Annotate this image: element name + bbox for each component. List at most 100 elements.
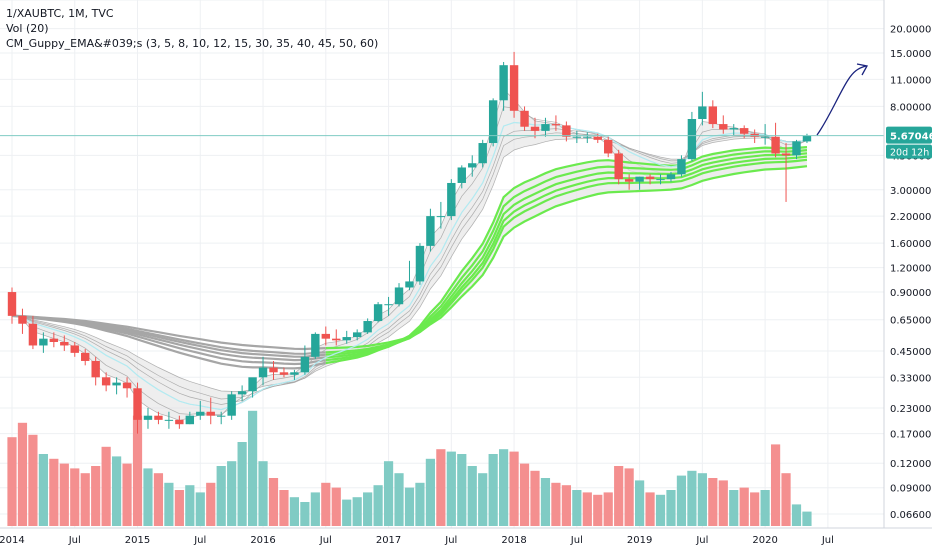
- candle-body: [499, 65, 508, 101]
- volume-bar: [593, 494, 603, 526]
- volume-bar: [101, 446, 111, 526]
- price-tick-label: 1.20000: [890, 264, 931, 275]
- volume-bar: [195, 492, 205, 526]
- candle-body: [321, 333, 330, 339]
- volume-bar: [247, 410, 258, 526]
- volume-bar: [572, 490, 582, 526]
- candle-body: [624, 179, 634, 182]
- candle-body: [541, 124, 550, 131]
- volume-bar: [7, 437, 17, 526]
- candle-body: [415, 245, 425, 282]
- long-ema-fill: [325, 147, 807, 363]
- volume-bar: [760, 490, 770, 526]
- candle-body: [698, 106, 707, 120]
- time-tick-label: Jul: [68, 535, 81, 546]
- price-tick-label: 3.00000: [890, 186, 931, 197]
- volume-bar: [49, 458, 59, 526]
- volume-bar: [132, 415, 143, 526]
- volume-bar: [467, 466, 477, 526]
- volume-bar: [352, 497, 362, 526]
- candle-body: [792, 141, 801, 156]
- candle-body: [436, 216, 446, 218]
- volume-indicator-label[interactable]: Vol (20): [6, 22, 49, 35]
- candle-body: [70, 345, 79, 353]
- price-tick-label: 0.12000: [890, 459, 931, 470]
- short-ema-line: [22, 132, 808, 400]
- volume-bar: [310, 492, 320, 526]
- candle-body: [677, 159, 686, 175]
- volume-bar: [488, 454, 498, 526]
- candle-body: [290, 372, 299, 375]
- candle-body: [478, 143, 487, 164]
- time-tick-label: 2018: [501, 535, 526, 546]
- candle-body: [248, 377, 257, 392]
- time-tick-label: Jul: [319, 535, 332, 546]
- candle-body: [112, 382, 121, 386]
- volume-bar: [383, 461, 394, 526]
- candle-body: [217, 415, 226, 417]
- volume-bar: [415, 482, 425, 526]
- volume-bar: [582, 492, 592, 526]
- candle-body: [530, 126, 540, 131]
- volume-bar: [112, 456, 122, 526]
- candle-body: [572, 136, 582, 138]
- volume-bar: [499, 449, 509, 526]
- volume-bar: [300, 502, 310, 526]
- candle-body: [614, 153, 623, 180]
- volume-bar: [122, 463, 132, 526]
- price-tick-label: 0.45000: [890, 347, 931, 358]
- price-tick-label: 0.33000: [890, 373, 931, 384]
- candle-body: [7, 292, 17, 316]
- candle-body: [237, 391, 247, 395]
- candle-body: [81, 352, 90, 361]
- price-tick-label: 8.00000: [890, 102, 931, 113]
- candle-body: [300, 356, 310, 373]
- volume-bar: [321, 482, 331, 526]
- candle-body: [740, 128, 749, 134]
- candle-body: [279, 372, 289, 375]
- candles: [7, 51, 812, 434]
- candle-body: [488, 100, 498, 144]
- countdown-label: 20d 12h: [890, 148, 929, 159]
- volume-bar: [708, 478, 718, 526]
- candle-body: [708, 106, 718, 125]
- volume-bar: [331, 487, 341, 526]
- time-tick-label: 2020: [752, 535, 777, 546]
- volume-bar: [551, 482, 561, 526]
- candle-body: [133, 388, 142, 420]
- volume-bar: [258, 461, 268, 526]
- candle-body: [656, 179, 665, 181]
- volume-bar: [729, 490, 739, 526]
- trend-arrow[interactable]: [816, 63, 869, 136]
- volume-bar: [91, 466, 101, 526]
- volume-bar: [791, 504, 802, 526]
- candle-body: [39, 338, 48, 346]
- price-tick-label: 2.20000: [890, 212, 931, 223]
- fast-ema-line: [22, 121, 808, 411]
- trend-arrow-head: [856, 63, 869, 76]
- volume-bar: [153, 473, 164, 526]
- volume-bar: [687, 470, 697, 526]
- volume-bars: [7, 410, 812, 526]
- volume-bar: [635, 480, 645, 526]
- volume-bar: [781, 473, 791, 526]
- candle-body: [760, 136, 770, 138]
- volume-bar: [394, 473, 404, 526]
- candle-body: [509, 65, 519, 111]
- time-tick-label: 2015: [125, 535, 150, 546]
- volume-bar: [206, 482, 216, 526]
- candle-body: [583, 136, 592, 138]
- price-badge-value: 5.67046: [890, 132, 932, 143]
- guppy-indicator-label[interactable]: CM_Guppy_EMA&#039;s (3, 5, 8, 10, 12, 15…: [6, 37, 379, 50]
- countdown-badge: [886, 144, 932, 159]
- volume-bar: [478, 473, 488, 526]
- candle-body: [771, 136, 780, 154]
- volume-bar: [363, 492, 373, 526]
- candle-body: [164, 419, 174, 421]
- symbol-label[interactable]: 1/XAUBTC, 1M, TVC: [6, 7, 114, 20]
- candle-body: [332, 338, 341, 341]
- candle-body: [666, 174, 676, 180]
